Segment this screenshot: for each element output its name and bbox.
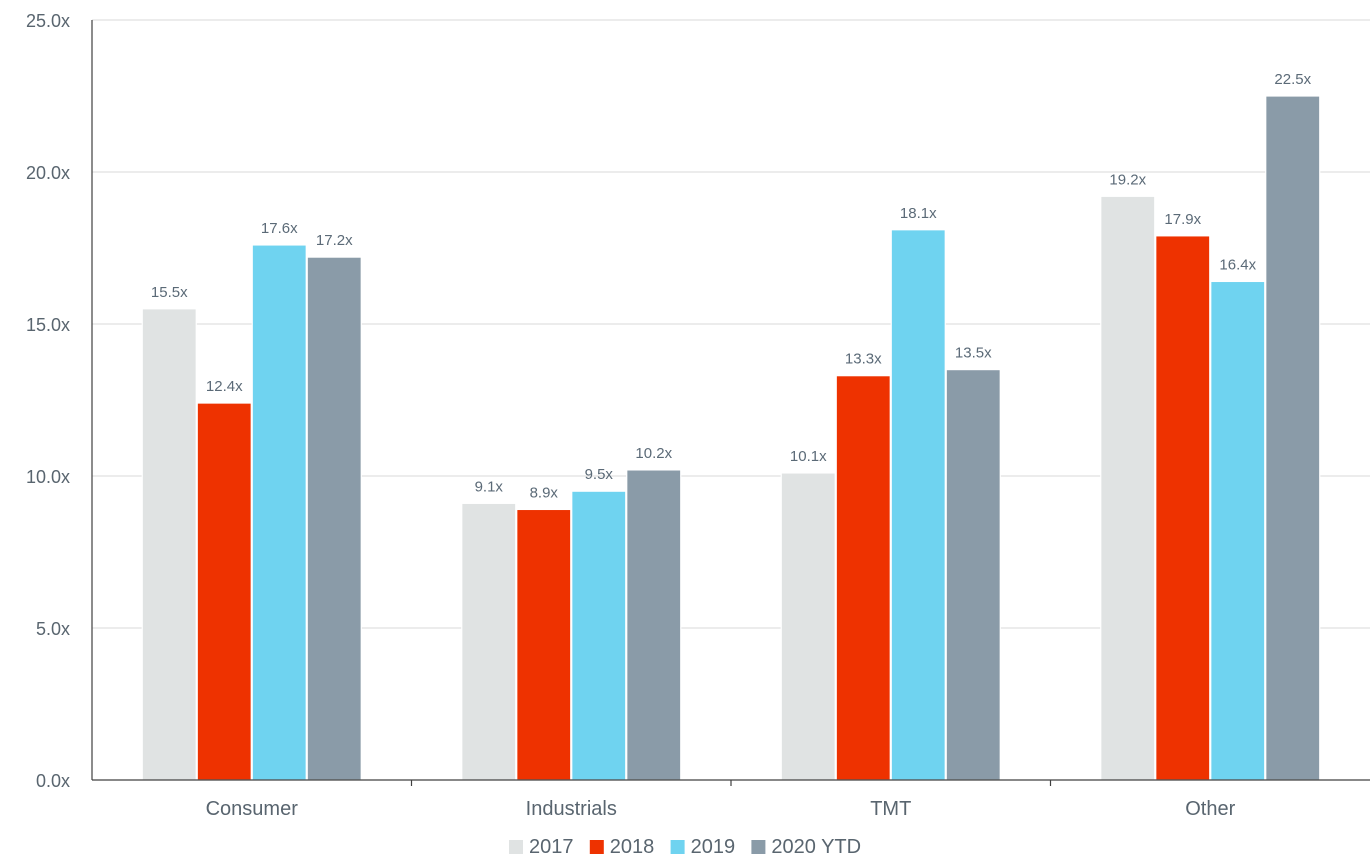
y-tick-label: 25.0x [26,11,70,31]
x-axis-category-labels: Consumer Industrials TMT Other [206,798,1236,820]
y-axis-tick-labels: 0.0x 5.0x 10.0x 15.0x 20.0x 25.0x [26,11,70,791]
legend-label: 2018 [610,836,655,858]
data-label: 12.4x [206,378,243,395]
legend-swatch [670,840,685,854]
bar-2019-tmt [890,229,946,781]
y-tick-label: 5.0x [36,619,70,639]
bar-2017-other [1100,195,1156,781]
data-label: 16.4x [1219,256,1256,273]
legend-label: 2020 YTD [771,836,861,858]
y-tick-label: 15.0x [26,315,70,335]
bar-2020-ytd-industrials [626,469,682,781]
legend-swatch [751,840,766,854]
bar-2018-consumer [196,402,252,781]
bar-2019-other [1210,280,1266,781]
x-category-label: Consumer [206,798,299,820]
legend-label: 2017 [529,836,574,858]
legend-swatch [589,840,604,854]
data-label: 10.2x [635,445,672,462]
data-label: 17.2x [316,232,353,249]
data-label: 9.5x [585,466,614,483]
bar-2020-ytd-other [1265,95,1321,781]
data-label: 10.1x [790,448,827,465]
axes [91,20,1370,786]
x-category-label: Industrials [526,798,617,820]
bar-2017-consumer [141,308,197,781]
data-label: 8.9x [530,484,559,501]
bar-2020-ytd-tmt [945,369,1001,781]
bar-2017-tmt [780,472,836,781]
legend-label: 2019 [691,836,736,858]
bar-2018-industrials [516,508,572,781]
data-label: 18.1x [900,205,937,222]
bar-2019-consumer [251,244,307,781]
x-category-label: TMT [870,798,911,820]
data-label: 17.9x [1164,211,1201,228]
data-label: 13.5x [955,345,992,362]
bars [141,95,1321,781]
bar-2018-tmt [835,375,891,781]
bar-2018-other [1155,235,1211,781]
data-label: 17.6x [261,220,298,237]
data-label: 15.5x [151,284,188,301]
data-label: 13.3x [845,351,882,368]
bar-2020-ytd-consumer [306,256,362,781]
data-labels: 15.5x 12.4x 17.6x 17.2x 9.1x 8.9x 9.5x 10.2x 10.… [151,71,1312,501]
y-tick-label: 10.0x [26,467,70,487]
data-label: 22.5x [1274,71,1311,88]
data-label: 9.1x [475,478,504,495]
legend: 2017 2018 2019 2020 YTD [509,836,861,858]
data-label: 19.2x [1109,171,1146,188]
bar-2017-industrials [461,502,517,781]
y-tick-label: 0.0x [36,771,70,791]
legend-swatch [509,840,523,854]
x-category-label: Other [1185,798,1235,820]
y-tick-label: 20.0x [26,163,70,183]
bar-2019-industrials [571,490,627,781]
